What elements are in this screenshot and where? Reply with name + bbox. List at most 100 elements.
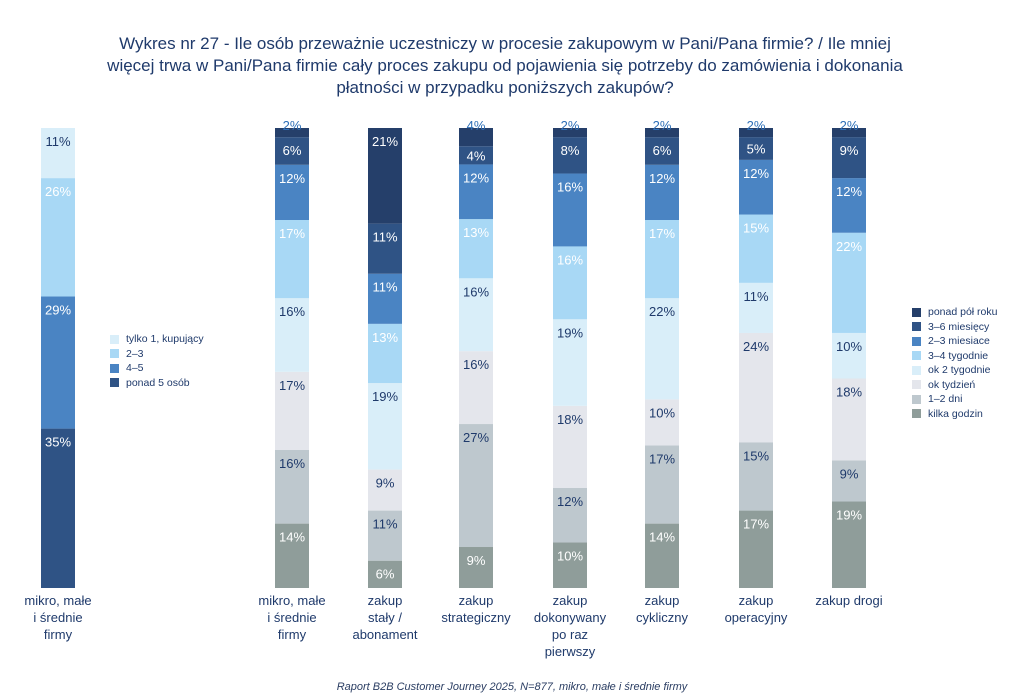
data-label-right-zakup-stały-abonament-ok-2-tygodnie: 19% bbox=[372, 389, 398, 404]
bar-segment-right-zakup-stały-abonament-3-6-miesięcy bbox=[368, 223, 402, 274]
bar-segment-right-zakup-cykliczny-3-6-miesięcy bbox=[645, 137, 679, 165]
bar-segment-right-zakup-strategiczny-kilka-godzin bbox=[459, 547, 493, 588]
bar-segment-right-zakup-drogi-ok-tydzień bbox=[832, 378, 866, 461]
legend-duration-swatch-ok-2-tygodnie bbox=[912, 365, 921, 375]
data-label-left-mikro-małe-i-średnie-firmy-tylko-1-kupujący: 11% bbox=[45, 134, 70, 149]
bar-segment-right-zakup-cykliczny-ponad-pół-roku bbox=[645, 128, 679, 138]
data-label-right-zakup-stały-abonament-3-4-tygodnie: 13% bbox=[372, 330, 398, 345]
bar-segment-left-mikro-małe-i-średnie-firmy-tylko-1-kupujący bbox=[41, 128, 75, 179]
category-label-1-line-2: firmy bbox=[278, 627, 307, 642]
data-label-right-zakup-stały-abonament-1-2-dni: 11% bbox=[372, 517, 397, 532]
bar-segment-right-zakup-operacyjny-3-4-tygodnie bbox=[739, 214, 773, 283]
bar-segment-right-zakup-cykliczny-ok-2-tygodnie bbox=[645, 298, 679, 400]
bar-segment-right-zakup-strategiczny-3-4-tygodnie bbox=[459, 219, 493, 279]
data-label-right-mikro-małe-i-średnie-firmy-ok-tydzień: 17% bbox=[279, 378, 305, 393]
bar-segment-right-zakup-operacyjny-1-2-dni bbox=[739, 442, 773, 511]
bar-segment-right-zakup-strategiczny-ok-tydzień bbox=[459, 351, 493, 425]
bar-segment-right-zakup-strategiczny-ok-2-tygodnie bbox=[459, 278, 493, 352]
bar-segment-right-zakup-drogi-kilka-godzin bbox=[832, 501, 866, 588]
data-label-right-zakup-cykliczny-ok-tydzień: 10% bbox=[649, 405, 675, 420]
data-label-right-zakup-cykliczny-3-4-tygodnie: 17% bbox=[649, 226, 675, 241]
legend-participants-item-ponad-5-osób: ponad 5 osób bbox=[110, 376, 204, 391]
legend-participants-item-4-5: 4–5 bbox=[110, 361, 204, 376]
data-label-right-zakup-operacyjny-3-6-miesięcy: 5% bbox=[747, 141, 766, 156]
category-label-2-line-2: abonament bbox=[352, 627, 417, 642]
bar-segment-right-zakup-dokonywany-po-raz-pierwszy-2-3-miesiace bbox=[553, 173, 587, 247]
legend-duration-label: ok 2 tygodnie bbox=[928, 364, 991, 376]
category-label-5-line-1: cykliczny bbox=[636, 610, 689, 625]
legend-participants-swatch-2-3 bbox=[110, 349, 119, 359]
legend-duration-swatch-ok-tydzień bbox=[912, 380, 921, 390]
legend-duration-swatch-ponad-pół-roku bbox=[912, 307, 921, 317]
data-label-right-zakup-operacyjny-ponad-pół-roku: 2% bbox=[747, 118, 766, 133]
data-label-right-zakup-dokonywany-po-raz-pierwszy-ponad-pół-roku: 2% bbox=[561, 118, 580, 133]
data-label-right-zakup-drogi-ok-2-tygodnie: 10% bbox=[836, 339, 862, 354]
legend-participants-item-2-3: 2–3 bbox=[110, 347, 204, 362]
data-label-right-zakup-dokonywany-po-raz-pierwszy-kilka-godzin: 10% bbox=[557, 548, 583, 563]
bar-segment-right-zakup-cykliczny-1-2-dni bbox=[645, 445, 679, 524]
bar-segment-right-zakup-stały-abonament-3-4-tygodnie bbox=[368, 323, 402, 384]
legend-participants: tylko 1, kupujący 2–3 4–5 ponad 5 osób bbox=[110, 332, 204, 390]
data-label-right-zakup-dokonywany-po-raz-pierwszy-2-3-miesiace: 16% bbox=[557, 180, 583, 195]
bar-segment-right-zakup-strategiczny-2-3-miesiace bbox=[459, 164, 493, 220]
category-label-1-line-0: mikro, małe bbox=[258, 593, 325, 608]
bar-segment-right-zakup-operacyjny-ponad-pół-roku bbox=[739, 128, 773, 138]
bar-segment-right-zakup-drogi-1-2-dni bbox=[832, 460, 866, 502]
legend-duration: ponad pół roku 3–6 miesięcy 2–3 miesiace 3–… bbox=[912, 305, 997, 421]
bar-segment-right-zakup-dokonywany-po-raz-pierwszy-kilka-godzin bbox=[553, 542, 587, 588]
data-label-right-zakup-operacyjny-ok-tydzień: 24% bbox=[743, 339, 769, 354]
bar-segment-right-zakup-cykliczny-ok-tydzień bbox=[645, 399, 679, 446]
data-label-right-zakup-strategiczny-3-4-tygodnie: 13% bbox=[463, 225, 489, 240]
data-label-right-zakup-dokonywany-po-raz-pierwszy-3-6-miesięcy: 8% bbox=[561, 143, 580, 158]
data-label-right-zakup-operacyjny-ok-2-tygodnie: 11% bbox=[743, 289, 768, 304]
category-label-6-line-1: operacyjny bbox=[725, 610, 788, 625]
data-label-right-zakup-strategiczny-3-6-miesięcy: 4% bbox=[467, 148, 486, 163]
category-label-0-line-2: firmy bbox=[44, 627, 73, 642]
data-label-right-zakup-stały-abonament-kilka-godzin: 6% bbox=[376, 567, 395, 582]
bar-segment-right-zakup-stały-abonament-ponad-pół-roku bbox=[368, 128, 402, 224]
bar-segment-right-zakup-drogi-3-6-miesięcy bbox=[832, 137, 866, 179]
bar-segment-left-mikro-małe-i-średnie-firmy-ponad-5-osób bbox=[41, 428, 75, 588]
bar-segment-right-zakup-cykliczny-2-3-miesiace bbox=[645, 164, 679, 220]
bar-segment-right-mikro-małe-i-średnie-firmy-kilka-godzin bbox=[275, 523, 309, 588]
legend-duration-label: 3–6 miesięcy bbox=[928, 320, 990, 333]
data-label-left-mikro-małe-i-średnie-firmy-2-3: 26% bbox=[45, 184, 71, 199]
data-label-right-zakup-dokonywany-po-raz-pierwszy-1-2-dni: 12% bbox=[557, 494, 583, 509]
data-label-right-zakup-drogi-1-2-dni: 9% bbox=[840, 466, 859, 481]
legend-duration-swatch-1-2-dni bbox=[912, 394, 921, 404]
legend-duration-item-3-6-miesięcy: 3–6 miesięcy bbox=[912, 320, 997, 335]
legend-duration-item-ok-tydzień: ok tydzień bbox=[912, 378, 997, 393]
legend-duration-item-1-2-dni: 1–2 dni bbox=[912, 392, 997, 407]
category-label-4-line-3: pierwszy bbox=[545, 644, 596, 659]
legend-duration-swatch-kilka-godzin bbox=[912, 409, 921, 419]
data-label-right-zakup-drogi-ok-tydzień: 18% bbox=[836, 384, 862, 399]
bar-segment-right-zakup-dokonywany-po-raz-pierwszy-ponad-pół-roku bbox=[553, 128, 587, 138]
data-label-right-mikro-małe-i-średnie-firmy-ponad-pół-roku: 2% bbox=[283, 118, 302, 133]
legend-participants-label: 4–5 bbox=[126, 362, 144, 374]
legend-duration-label: ponad pół roku bbox=[928, 306, 998, 318]
bar-segment-right-zakup-dokonywany-po-raz-pierwszy-1-2-dni bbox=[553, 487, 587, 543]
bar-segment-right-mikro-małe-i-średnie-firmy-3-4-tygodnie bbox=[275, 220, 309, 299]
data-label-right-zakup-stały-abonament-2-3-miesiace: 11% bbox=[372, 280, 397, 295]
bar-segment-right-zakup-drogi-ponad-pół-roku bbox=[832, 128, 866, 138]
data-label-right-mikro-małe-i-średnie-firmy-3-6-miesięcy: 6% bbox=[283, 143, 302, 158]
category-label-2-line-0: zakup bbox=[368, 593, 403, 608]
bar-segment-right-zakup-strategiczny-3-6-miesięcy bbox=[459, 146, 493, 165]
data-label-right-zakup-operacyjny-2-3-miesiace: 12% bbox=[743, 166, 769, 181]
bar-segment-right-zakup-drogi-ok-2-tygodnie bbox=[832, 332, 866, 379]
data-label-right-zakup-drogi-kilka-godzin: 19% bbox=[836, 507, 862, 522]
data-label-right-zakup-operacyjny-3-4-tygodnie: 15% bbox=[743, 221, 769, 236]
bar-segment-right-zakup-operacyjny-ok-tydzień bbox=[739, 332, 773, 443]
chart-title: Wykres nr 27 - Ile osób przeważnie uczes… bbox=[107, 34, 903, 97]
bar-segment-right-zakup-stały-abonament-ok-2-tygodnie bbox=[368, 383, 402, 470]
legend-participants-label: ponad 5 osób bbox=[126, 376, 190, 389]
legend-duration-swatch-3-6-miesięcy bbox=[912, 322, 921, 332]
data-label-right-zakup-strategiczny-1-2-dni: 27% bbox=[463, 430, 489, 445]
data-label-right-zakup-drogi-ponad-pół-roku: 2% bbox=[840, 118, 859, 133]
data-label-right-zakup-stały-abonament-ponad-pół-roku: 21% bbox=[372, 134, 398, 149]
data-label-right-mikro-małe-i-średnie-firmy-3-4-tygodnie: 17% bbox=[279, 226, 305, 241]
data-label-right-zakup-cykliczny-3-6-miesięcy: 6% bbox=[653, 143, 672, 158]
legend-duration-label: kilka godzin bbox=[928, 407, 983, 420]
bar-segment-right-zakup-operacyjny-ok-2-tygodnie bbox=[739, 282, 773, 333]
